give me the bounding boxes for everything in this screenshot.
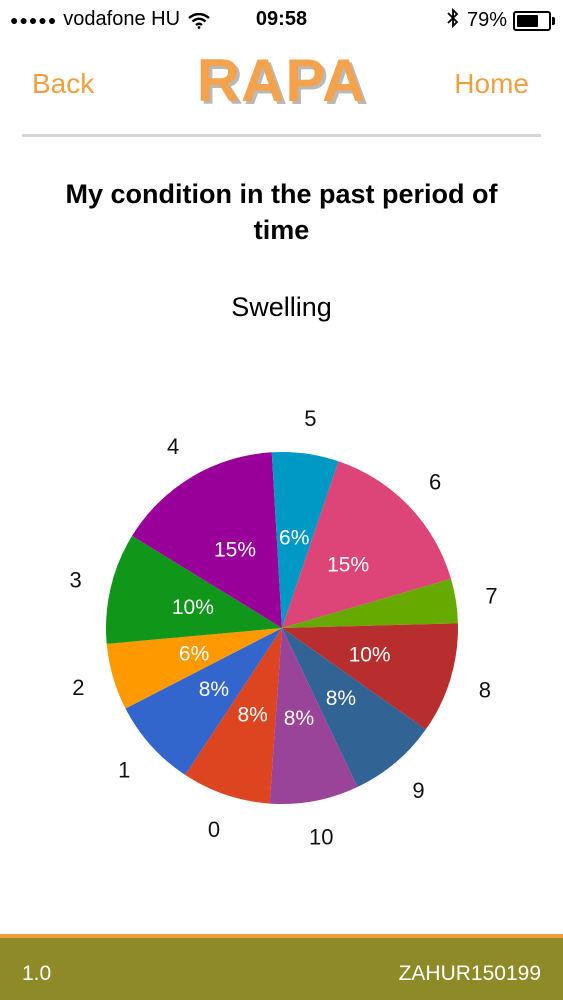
category-label: 2 — [72, 675, 84, 700]
pie-slice-10 — [269, 628, 358, 804]
category-label: 0 — [208, 817, 220, 842]
slice-percent-label: 8% — [326, 687, 356, 710]
slice-percent-label: 8% — [199, 678, 229, 701]
home-button[interactable]: Home — [454, 68, 529, 99]
clock: 09:58 — [255, 8, 308, 30]
battery-level-fill — [517, 14, 538, 27]
battery-tip — [552, 16, 555, 25]
category-label: 10 — [309, 824, 333, 849]
category-label: 6 — [429, 469, 441, 494]
signal-strength-icon: ●●●●● — [10, 11, 58, 28]
category-label: 4 — [167, 434, 179, 459]
category-label: 9 — [412, 778, 424, 803]
footer-bar: 1.0 ZAHUR150199 — [0, 934, 563, 1000]
back-button[interactable]: Back — [32, 68, 95, 99]
chart-title: Swelling — [231, 292, 332, 322]
user-id: ZAHUR150199 — [398, 962, 541, 985]
slice-percent-label: 10% — [349, 644, 391, 667]
pie-slice-7 — [282, 578, 458, 628]
page-title: My condition in the past period of time — [65, 179, 498, 245]
category-label: 5 — [304, 406, 316, 431]
slice-percent-label: 15% — [214, 538, 256, 561]
pie-slice-3 — [106, 535, 282, 644]
slice-percent-label: 10% — [172, 596, 214, 619]
category-label: 7 — [485, 583, 497, 608]
pie-slice-2 — [106, 628, 282, 709]
slice-percent-label: 6% — [279, 526, 309, 549]
pie-chart: 8% 0 8% 1 6% 2 10% 3 15% 4 6% 5 15% 6 7 10% 8 8% 9 8% 10 — [69, 406, 497, 849]
app-version: 1.0 — [22, 962, 52, 985]
pie-slice-1 — [125, 628, 282, 775]
battery-percent: 79% — [466, 9, 507, 31]
category-label: 1 — [118, 758, 130, 783]
carrier-name: vodafone HU — [63, 8, 181, 30]
pie-slice-8 — [282, 623, 458, 730]
bluetooth-icon — [447, 7, 459, 33]
navigation-bar: Back RAPA Home — [0, 42, 563, 132]
header-divider — [22, 134, 541, 137]
pie-slice-5 — [271, 452, 339, 628]
app-logo: RAPA — [196, 47, 367, 114]
category-label: 8 — [479, 678, 491, 703]
slice-percent-label: 6% — [179, 643, 209, 666]
slice-percent-label: 15% — [327, 554, 369, 577]
pie-slice-9 — [282, 628, 426, 788]
status-bar: ●●●●● vodafone HU 09:58 79% — [0, 0, 563, 42]
pie-slice-0 — [185, 628, 282, 804]
pie-slice-4 — [132, 452, 282, 628]
slice-percent-label: 8% — [237, 704, 267, 727]
battery-icon — [513, 10, 555, 31]
category-label: 3 — [69, 568, 81, 593]
wifi-icon — [188, 12, 210, 29]
slice-percent-label: 8% — [284, 707, 314, 730]
pie-slice-6 — [282, 461, 452, 628]
